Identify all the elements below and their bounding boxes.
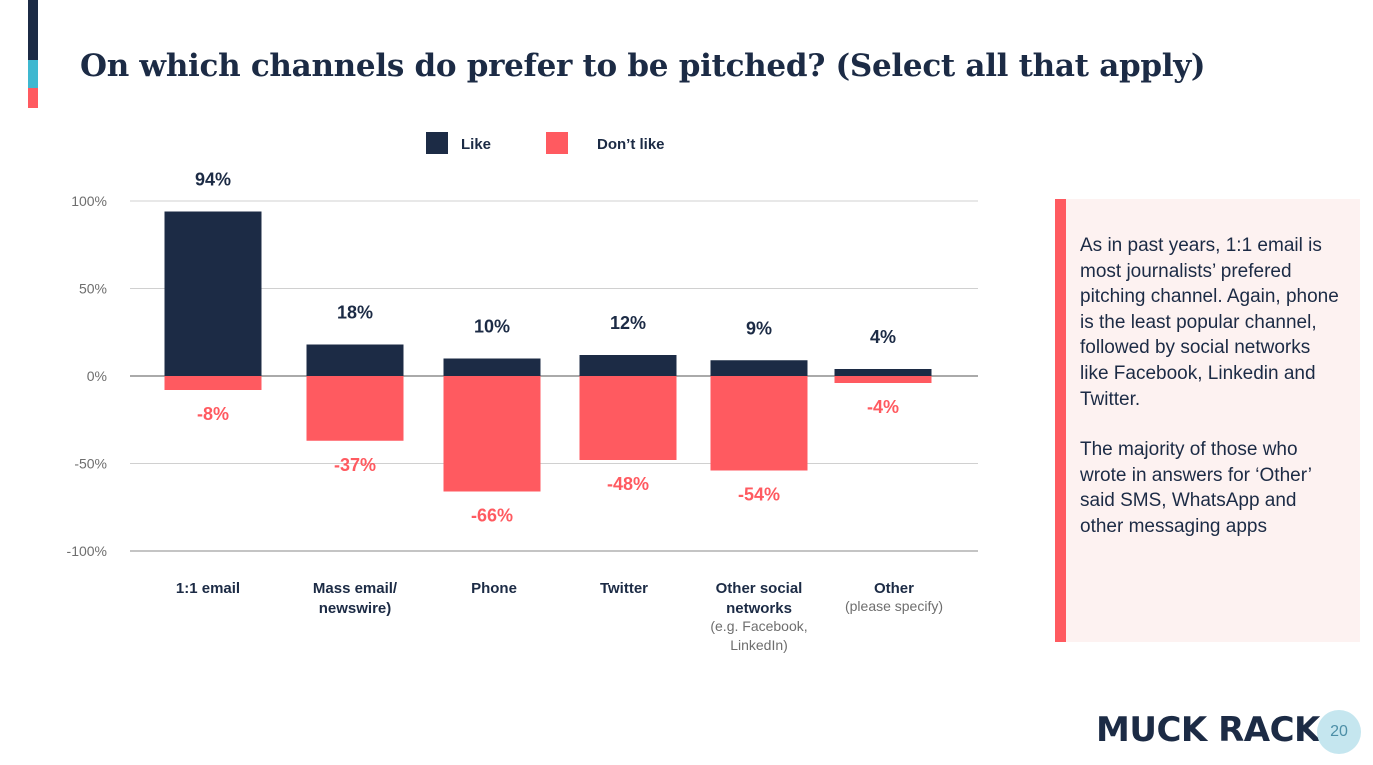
data-label-dislike: -8% [197, 404, 229, 424]
data-label-like: 10% [474, 317, 510, 337]
data-label-like: 4% [870, 327, 896, 347]
data-label-dislike: -54% [738, 485, 780, 505]
bar-dislike [164, 376, 262, 390]
bar-like [834, 369, 932, 376]
bar-like [443, 358, 541, 376]
data-label-like: 12% [610, 313, 646, 333]
accent-bar-navy [28, 0, 38, 60]
bar-dislike [443, 376, 541, 492]
y-tick-label: -100% [67, 543, 107, 559]
muck-rack-logo: MUCK RACK [1096, 710, 1320, 750]
data-label-like: 18% [337, 303, 373, 323]
data-label-dislike: -4% [867, 397, 899, 417]
bar-chart: 100% 50% 0% -50% -100% Like Don’t like 94% -8% 1:… [67, 132, 978, 653]
data-label-like: 94% [195, 170, 231, 190]
x-category-label: Phone [471, 580, 517, 597]
y-tick-label: 100% [71, 193, 107, 209]
x-category-label: Twitter [600, 580, 648, 597]
x-category-label: Mass email/ [313, 580, 398, 597]
x-category-label: Other social [716, 580, 803, 597]
page-number: 20 [1317, 710, 1361, 754]
legend-label: Like [461, 136, 491, 153]
data-label-dislike: -66% [471, 506, 513, 526]
bar-like [710, 360, 808, 376]
x-category-sublabel: (please specify) [845, 598, 943, 614]
y-tick-label: 0% [87, 368, 107, 384]
x-category-label: newswire) [319, 600, 392, 617]
callout-box: As in past years, 1:1 email is most jour… [1055, 199, 1360, 642]
bar-dislike [834, 376, 932, 383]
callout-paragraph-2: The majority of those who wrote in answe… [1080, 439, 1312, 537]
callout-accent-bar [1055, 199, 1066, 642]
slide-title: On which channels do prefer to be pitche… [80, 48, 1206, 84]
x-category-sublabel: LinkedIn) [730, 637, 788, 653]
data-label-like: 9% [746, 318, 772, 338]
y-tick-label: 50% [79, 281, 107, 297]
x-category-sublabel: (e.g. Facebook, [710, 618, 807, 634]
callout-text: As in past years, 1:1 email is most jour… [1080, 233, 1342, 565]
x-category-label: networks [726, 600, 792, 617]
accent-bar-teal [28, 60, 38, 88]
data-label-dislike: -37% [334, 455, 376, 475]
bar-like [164, 211, 262, 376]
bar-dislike [710, 376, 808, 471]
callout-paragraph-1: As in past years, 1:1 email is most jour… [1080, 235, 1339, 410]
bar-dislike [579, 376, 677, 460]
legend-swatch [546, 132, 568, 154]
bar-dislike [306, 376, 404, 441]
legend-swatch [426, 132, 448, 154]
bar-like [306, 344, 404, 376]
accent-bar-coral [28, 88, 38, 108]
x-category-label: Other [874, 580, 914, 597]
y-tick-label: -50% [74, 456, 107, 472]
x-category-label: 1:1 email [176, 580, 240, 597]
bar-like [579, 355, 677, 376]
data-label-dislike: -48% [607, 474, 649, 494]
legend-label: Don’t like [597, 136, 665, 153]
